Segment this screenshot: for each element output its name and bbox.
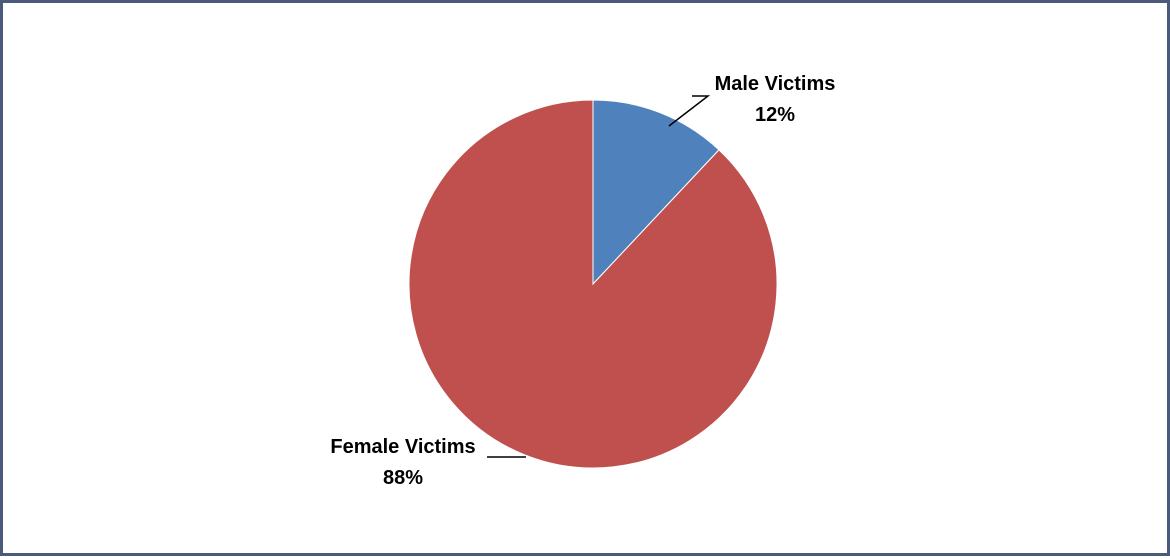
pie-chart: Male Victims 12% Female Victims 88% <box>330 73 836 489</box>
female-victims-name: Female Victims <box>330 436 475 458</box>
pie-slice-female-victims <box>408 99 778 469</box>
pie-slices <box>408 99 778 469</box>
female-victims-label-group: Female Victims 88% <box>330 436 526 489</box>
pie-slice-male-victims <box>592 99 720 286</box>
male-victims-label-group: Male Victims 12% <box>668 73 836 127</box>
male-victims-percent: 12% <box>755 104 795 126</box>
male-victims-name: Male Victims <box>715 73 836 95</box>
male-victims-leader-line <box>668 95 711 127</box>
female-victims-percent: 88% <box>383 467 423 489</box>
